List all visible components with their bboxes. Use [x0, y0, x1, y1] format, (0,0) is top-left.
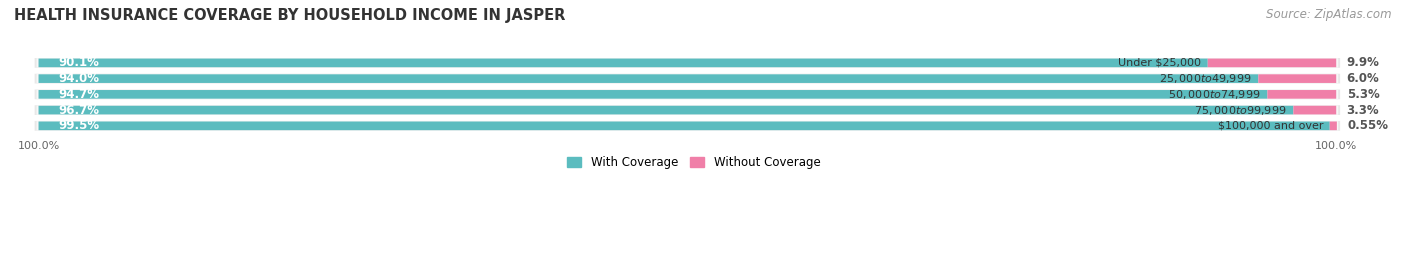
FancyBboxPatch shape — [35, 121, 1340, 131]
FancyBboxPatch shape — [35, 58, 1340, 68]
Text: 9.9%: 9.9% — [1347, 56, 1379, 69]
FancyBboxPatch shape — [37, 74, 1339, 83]
Text: $50,000 to $74,999: $50,000 to $74,999 — [1168, 88, 1261, 101]
Text: 0.55%: 0.55% — [1347, 119, 1388, 132]
Text: 90.1%: 90.1% — [58, 56, 98, 69]
Text: 99.5%: 99.5% — [58, 119, 98, 132]
Text: HEALTH INSURANCE COVERAGE BY HOUSEHOLD INCOME IN JASPER: HEALTH INSURANCE COVERAGE BY HOUSEHOLD I… — [14, 8, 565, 23]
FancyBboxPatch shape — [38, 59, 1208, 67]
Text: $100,000 and over: $100,000 and over — [1218, 121, 1323, 131]
Text: $25,000 to $49,999: $25,000 to $49,999 — [1160, 72, 1251, 85]
Text: 3.3%: 3.3% — [1347, 104, 1379, 116]
FancyBboxPatch shape — [38, 122, 1330, 130]
FancyBboxPatch shape — [37, 105, 1339, 115]
Text: 94.0%: 94.0% — [58, 72, 98, 85]
Text: 6.0%: 6.0% — [1347, 72, 1379, 85]
Text: 5.3%: 5.3% — [1347, 88, 1379, 101]
FancyBboxPatch shape — [1208, 59, 1336, 67]
Text: 94.7%: 94.7% — [58, 88, 98, 101]
FancyBboxPatch shape — [1258, 74, 1336, 83]
Text: Under $25,000: Under $25,000 — [1118, 58, 1201, 68]
FancyBboxPatch shape — [37, 90, 1339, 99]
Legend: With Coverage, Without Coverage: With Coverage, Without Coverage — [562, 151, 825, 174]
Text: $75,000 to $99,999: $75,000 to $99,999 — [1195, 104, 1286, 116]
FancyBboxPatch shape — [35, 90, 1340, 99]
Text: Source: ZipAtlas.com: Source: ZipAtlas.com — [1267, 8, 1392, 21]
FancyBboxPatch shape — [35, 74, 1340, 83]
Text: 96.7%: 96.7% — [58, 104, 98, 116]
FancyBboxPatch shape — [35, 105, 1340, 115]
FancyBboxPatch shape — [38, 74, 1258, 83]
FancyBboxPatch shape — [37, 58, 1339, 68]
FancyBboxPatch shape — [1294, 106, 1336, 114]
FancyBboxPatch shape — [1267, 90, 1336, 99]
FancyBboxPatch shape — [38, 106, 1294, 114]
FancyBboxPatch shape — [38, 90, 1267, 99]
FancyBboxPatch shape — [1330, 122, 1337, 130]
FancyBboxPatch shape — [37, 121, 1339, 130]
